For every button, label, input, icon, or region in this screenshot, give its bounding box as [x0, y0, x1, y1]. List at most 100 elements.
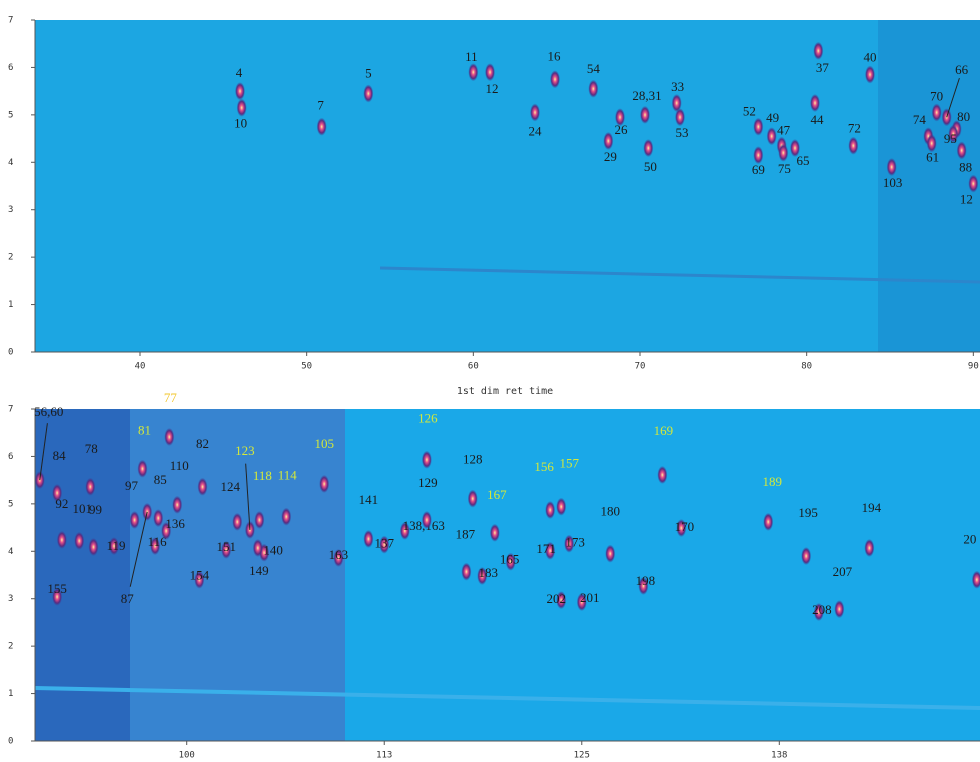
peak-label: 78: [85, 441, 98, 456]
peak-label: 74: [913, 112, 927, 127]
peak-label: 95: [944, 131, 957, 146]
peak: [468, 63, 478, 81]
peak: [57, 531, 67, 549]
peak-label: 136: [165, 516, 185, 531]
peak-label: 56,60: [34, 404, 63, 419]
y-tick-label: 1: [8, 689, 13, 699]
peak: [164, 428, 174, 446]
peak: [556, 498, 566, 516]
peak: [363, 530, 373, 548]
peak-label: 88: [959, 159, 972, 174]
peak: [865, 66, 875, 84]
peak-label: 72: [848, 121, 861, 136]
peak: [232, 513, 242, 531]
peak-label: 194: [862, 500, 882, 515]
peak: [968, 175, 978, 193]
peak: [763, 513, 773, 531]
peak-label: 128: [463, 452, 483, 467]
peak: [172, 496, 182, 514]
peak-label: 155: [47, 581, 67, 596]
peak: [545, 501, 555, 519]
peak-label: 47: [777, 123, 791, 138]
x-tick-label: 125: [574, 751, 590, 761]
peak-label: 165: [500, 552, 520, 567]
peak-label: 5: [365, 65, 372, 80]
peak-label: 12: [486, 81, 499, 96]
peak: [130, 511, 140, 529]
peak-label: 124: [221, 479, 241, 494]
peak-label: 171: [536, 541, 556, 556]
peak-label: 44: [811, 112, 825, 127]
peak: [281, 508, 291, 526]
peak: [588, 80, 598, 98]
peak-label: 198: [636, 573, 656, 588]
peak-label: 202: [546, 591, 566, 606]
y-tick-label: 2: [8, 642, 13, 652]
peak-label: 40: [864, 50, 877, 65]
peak: [530, 103, 540, 121]
peak-label: 10: [234, 116, 247, 131]
peak: [834, 600, 844, 618]
plot-background: [35, 20, 980, 352]
peak: [657, 466, 667, 484]
peak-label: 82: [196, 436, 209, 451]
peak-label: 183: [478, 565, 498, 580]
peak-label: 151: [216, 539, 236, 554]
peak: [468, 490, 478, 508]
peak-label: 167: [487, 487, 507, 502]
peak-label: 29: [604, 149, 617, 164]
x-axis-label: 1st dim ret time: [457, 386, 553, 397]
peak: [319, 475, 329, 493]
peak: [490, 524, 500, 542]
x-tick-label: 113: [376, 751, 392, 761]
peak-label: 105: [314, 436, 334, 451]
peak-label: 37: [816, 60, 830, 75]
peak-label: 69: [752, 162, 765, 177]
peak: [254, 511, 264, 529]
peak-label: 52: [743, 104, 756, 119]
peak: [957, 141, 967, 159]
peak-label: 157: [559, 456, 579, 471]
peak-label: 11: [465, 49, 478, 64]
x-tick-label: 60: [468, 362, 479, 372]
peak: [813, 42, 823, 60]
y-tick-label: 5: [8, 110, 13, 120]
x-tick-label: 50: [301, 362, 312, 372]
peak-label: 208: [812, 602, 832, 617]
peak: [85, 478, 95, 496]
peak-label: 50: [644, 159, 657, 174]
peak: [88, 538, 98, 556]
peak-label: 129: [418, 475, 438, 490]
x-tick-label: 100: [179, 751, 195, 761]
peak-label: 75: [778, 161, 791, 176]
peak: [932, 103, 942, 121]
y-tick-label: 0: [8, 737, 13, 747]
peak-label: 12: [960, 192, 973, 207]
y-tick-label: 1: [8, 300, 13, 310]
peak: [887, 158, 897, 176]
peak-label: 103: [883, 175, 903, 190]
peak: [810, 94, 820, 112]
peak-label: 85: [154, 472, 167, 487]
peak-label: 149: [249, 563, 269, 578]
peak: [422, 511, 432, 529]
peak: [237, 99, 247, 117]
peak-label: 99: [89, 502, 102, 517]
peak-label: 114: [278, 468, 298, 483]
peak-label: 66: [955, 62, 969, 77]
y-tick-label: 5: [8, 499, 13, 509]
peak-label: 201: [580, 590, 600, 605]
y-tick-label: 4: [8, 158, 13, 168]
peak: [137, 460, 147, 478]
peak-label: 84: [53, 448, 67, 463]
peak-label: 53: [676, 125, 689, 140]
peak: [643, 139, 653, 157]
y-tick-label: 6: [8, 452, 13, 462]
peak: [153, 509, 163, 527]
x-tick-label: 90: [968, 362, 979, 372]
peak: [675, 108, 685, 126]
peak-label: 119: [106, 538, 125, 553]
peak-label: 97: [125, 478, 139, 493]
peak-label: 65: [797, 153, 810, 168]
y-tick-label: 6: [8, 63, 13, 73]
